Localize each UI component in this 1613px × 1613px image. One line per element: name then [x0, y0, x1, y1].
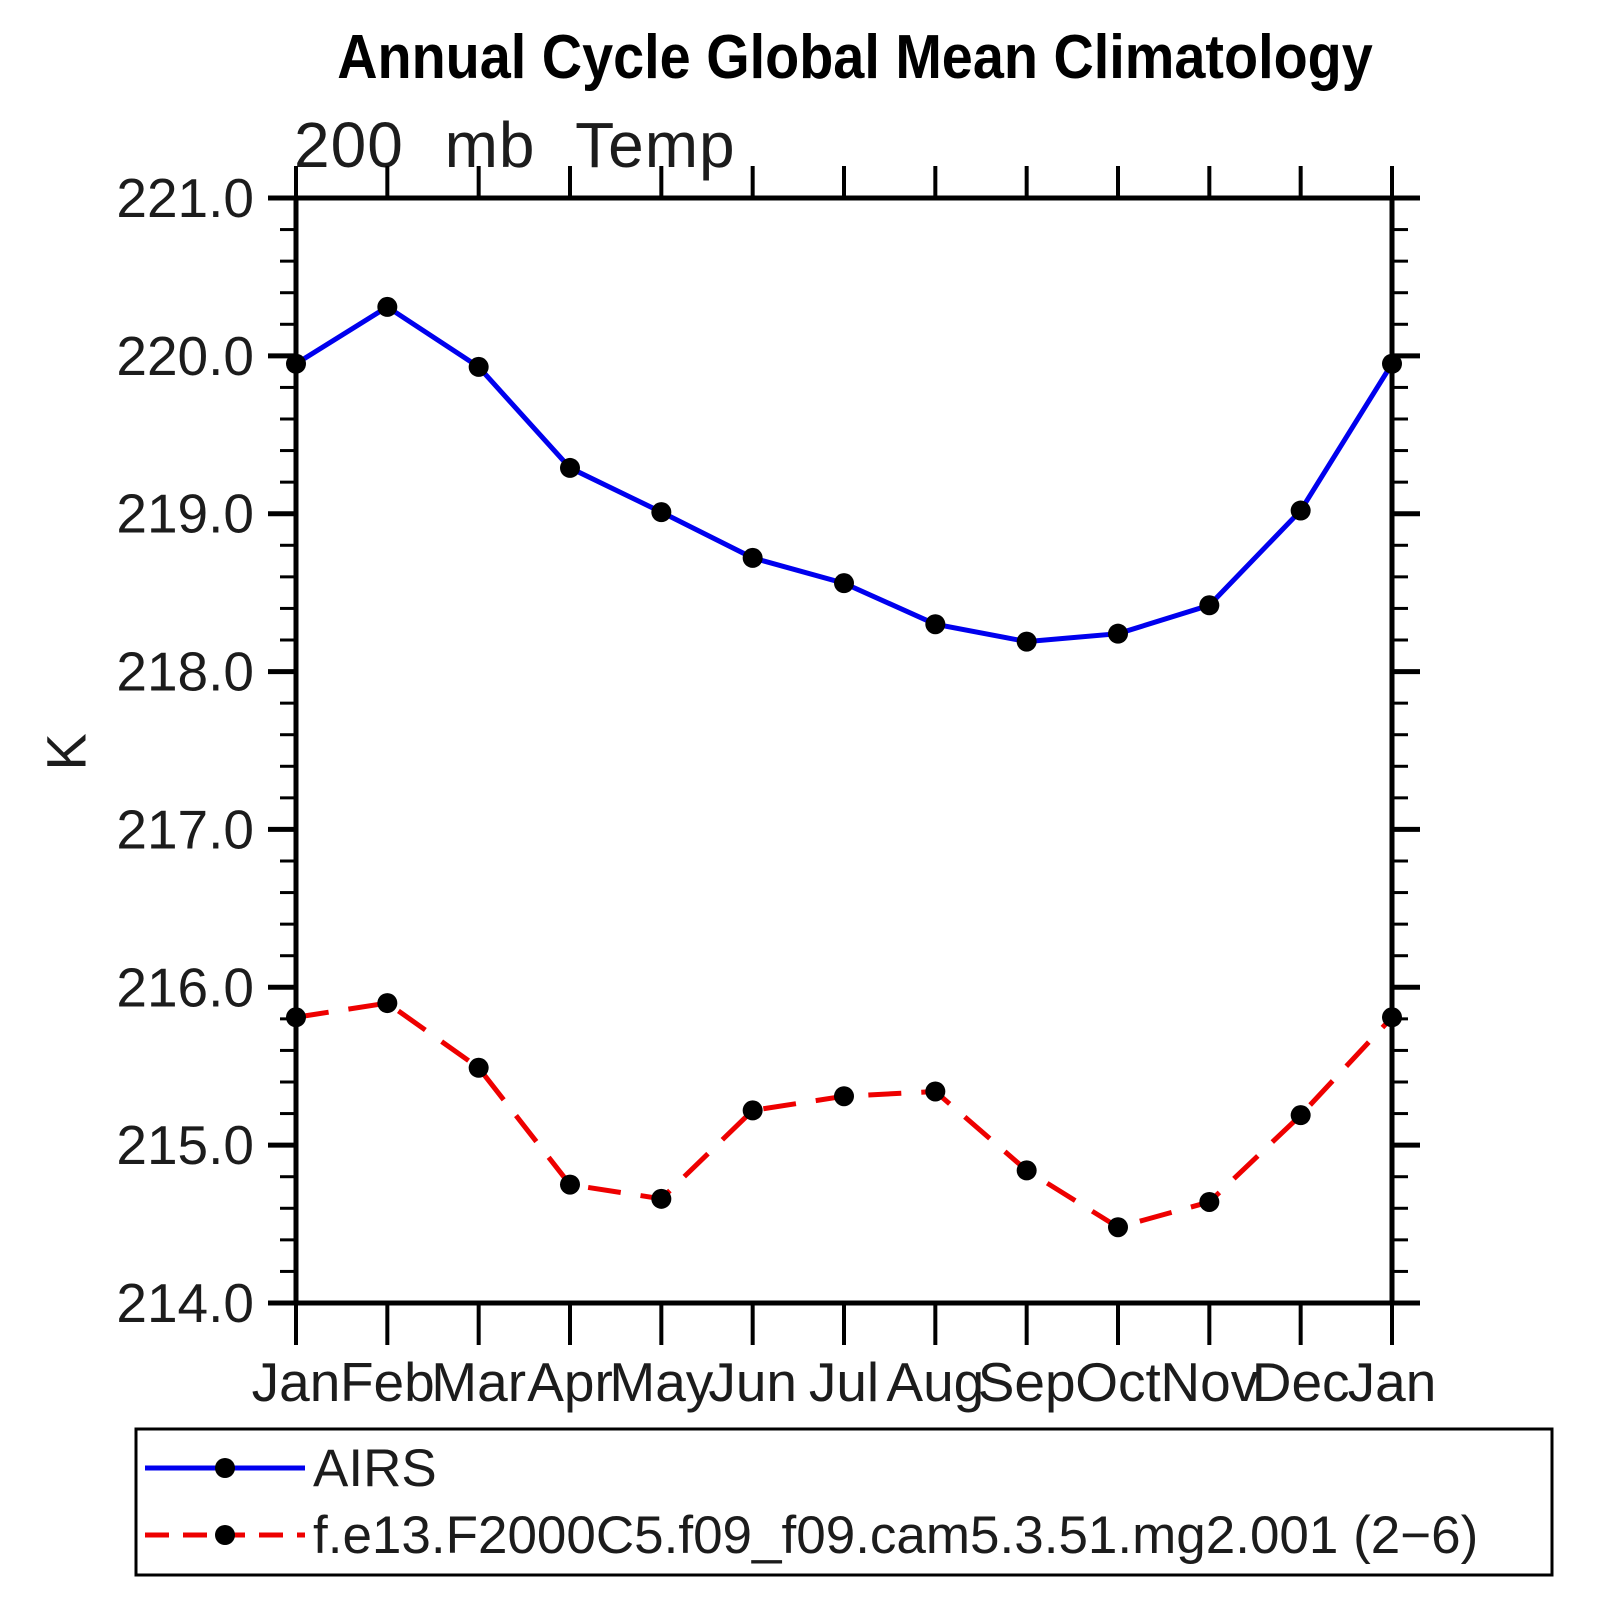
x-tick-label: Aug: [886, 1351, 984, 1413]
x-tick-label: Sep: [978, 1351, 1076, 1413]
y-tick-label: 215.0: [116, 1114, 254, 1176]
y-tick-label: 220.0: [116, 325, 254, 387]
x-tick-label: Jul: [809, 1351, 879, 1413]
series-marker-0: [925, 614, 946, 635]
y-tick-label: 218.0: [116, 641, 254, 703]
series-marker-1: [1108, 1217, 1128, 1238]
legend-label-0: AIRS: [313, 1439, 437, 1498]
series-marker-1: [560, 1174, 580, 1195]
x-tick-label: Nov: [1160, 1351, 1258, 1413]
y-tick-label: 221.0: [116, 167, 254, 229]
legend-swatch-marker-1: [215, 1525, 235, 1545]
series-marker-1: [1016, 1160, 1037, 1181]
series-marker-1: [286, 1007, 306, 1028]
series-marker-1: [742, 1100, 763, 1121]
series-marker-1: [468, 1057, 489, 1078]
x-tick-label: Jan: [1348, 1351, 1437, 1413]
x-tick-label: Jan: [252, 1351, 341, 1413]
series-marker-1: [1199, 1191, 1220, 1212]
series-marker-1: [925, 1081, 946, 1102]
series-marker-1: [651, 1188, 672, 1209]
x-tick-label: Oct: [1075, 1351, 1161, 1413]
y-tick-label: 214.0: [116, 1272, 254, 1334]
series-marker-0: [286, 353, 306, 374]
y-tick-label: 216.0: [116, 956, 254, 1018]
series-marker-1: [834, 1086, 854, 1107]
x-tick-label: Mar: [431, 1351, 526, 1413]
series-marker-0: [651, 502, 672, 523]
legend-label-1: f.e13.F2000C5.f09_f09.cam5.3.51.mg2.001 …: [313, 1506, 1478, 1565]
x-tick-label: Feb: [340, 1351, 435, 1413]
series-marker-0: [377, 296, 398, 317]
series-marker-1: [1382, 1007, 1402, 1028]
series-marker-0: [1016, 631, 1037, 652]
x-tick-label: Apr: [527, 1351, 613, 1413]
series-marker-0: [834, 573, 854, 594]
legend-box: [134, 1427, 1554, 1577]
series-marker-0: [742, 547, 763, 568]
series-marker-0: [468, 356, 489, 377]
y-tick-label: 217.0: [116, 798, 254, 860]
series-marker-1: [1290, 1105, 1311, 1126]
series-marker-0: [1199, 595, 1220, 616]
x-tick-label: Jun: [708, 1351, 797, 1413]
series-marker-0: [1108, 623, 1128, 644]
chart-title: Annual Cycle Global Mean Climatology: [337, 23, 1373, 92]
x-tick-label: Dec: [1252, 1351, 1350, 1413]
legend-swatch-marker-0: [215, 1458, 235, 1478]
series-marker-0: [1382, 353, 1402, 374]
x-tick-label: May: [609, 1351, 713, 1413]
series-marker-1: [377, 993, 398, 1014]
series-line-1: [295, 1000, 1394, 1230]
plot-frame: [293, 195, 1395, 1306]
series-marker-0: [1290, 500, 1311, 521]
y-tick-label: 219.0: [116, 483, 254, 545]
series-marker-0: [560, 457, 580, 478]
